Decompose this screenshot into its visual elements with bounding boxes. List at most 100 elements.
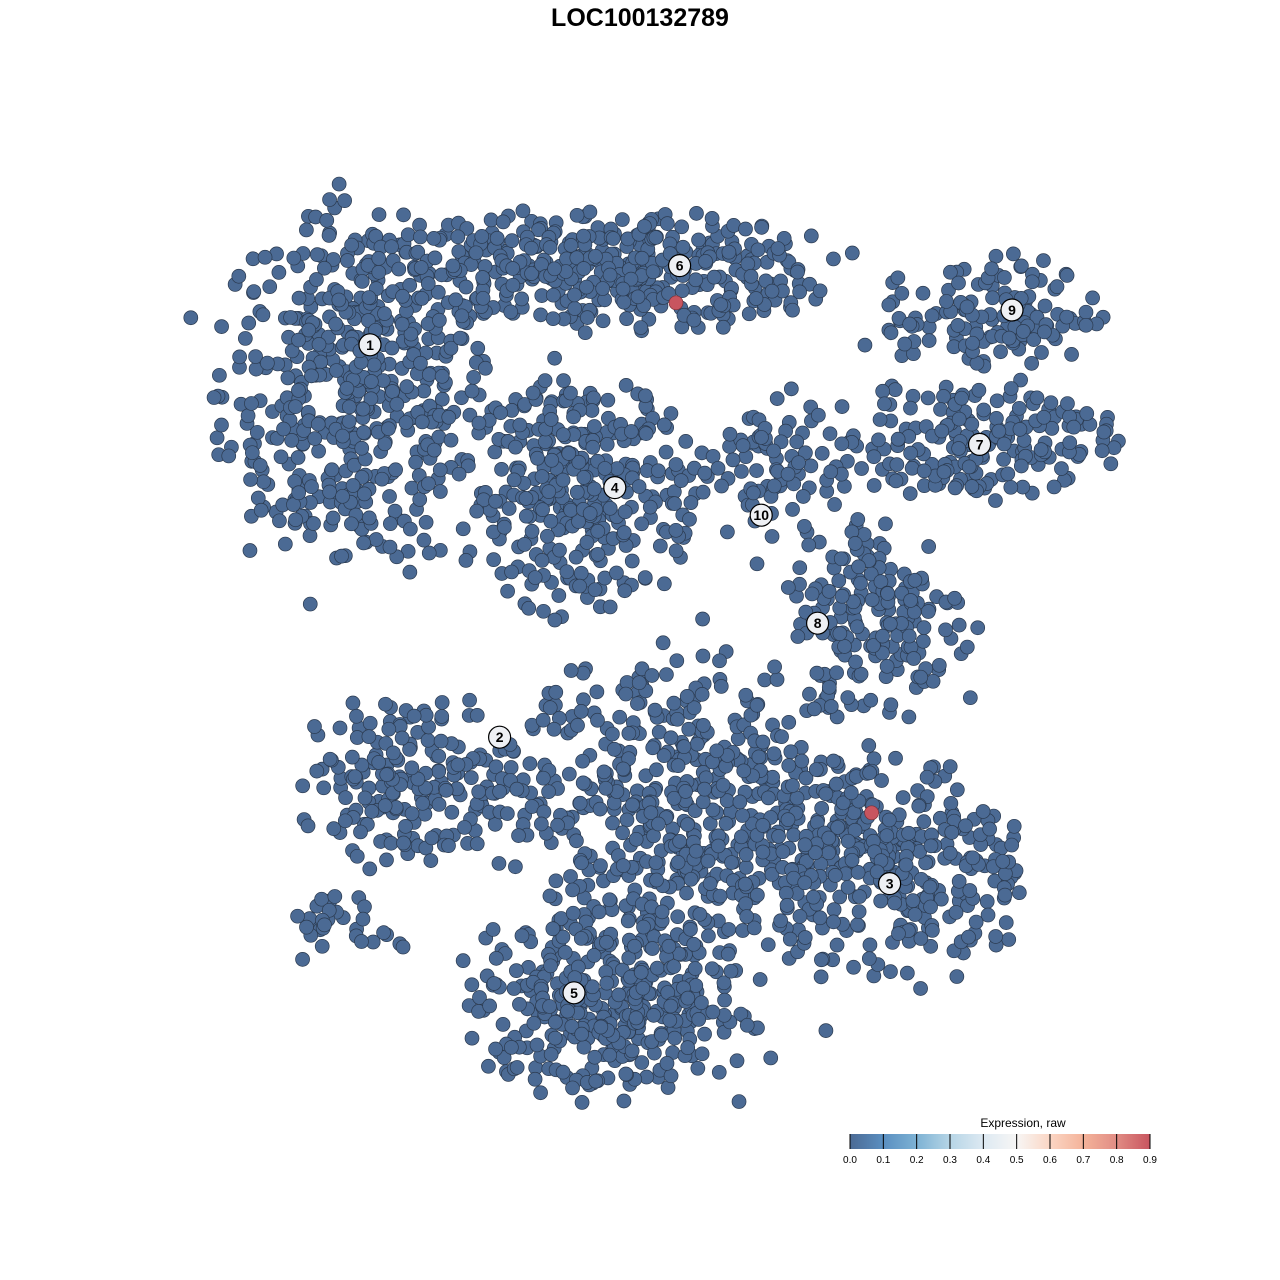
cell-point [616,1093,632,1109]
cell-point [426,231,442,246]
cell-point [722,426,738,442]
cell-point [364,374,379,389]
cell-point [840,690,856,705]
cell-point [602,500,618,516]
cell-point [301,322,317,338]
cell-point [713,297,729,313]
cell-point [244,396,259,411]
cell-point [464,1030,480,1046]
cell-point [361,510,377,526]
svg-text:3: 3 [886,876,894,892]
cell-point [503,760,519,775]
cell-point [576,470,592,485]
cell-point [344,237,359,253]
cell-point [491,856,507,871]
cell-point [691,232,706,248]
cell-point [469,836,485,852]
cell-point [736,763,752,779]
cell-point [679,885,694,901]
cell-point [814,801,830,816]
cell-point [637,218,652,234]
cluster-label: 10 [749,503,773,527]
colorbar-tick-label: 0.4 [976,1155,990,1166]
cell-point [920,390,936,406]
cell-point [291,290,307,306]
cell-point [925,923,940,938]
cell-point [501,501,517,516]
cell-point [812,283,828,299]
cell-point [283,310,298,325]
cell-point [326,252,341,267]
cell-point [487,816,503,832]
cell-point [627,938,642,954]
cell-point [1046,479,1062,495]
cell-point [615,858,631,873]
cell-point [527,1071,543,1087]
cell-point [347,769,363,784]
cell-point [593,1019,609,1035]
cell-point [803,458,819,474]
cell-point [410,771,426,787]
cell-point [454,390,469,406]
cell-point [389,396,405,412]
cell-point [903,445,918,461]
cell-point [377,436,393,452]
cell-point [371,755,387,770]
cell-point [695,611,710,627]
cell-point [720,946,736,962]
points-layer [183,176,1126,1110]
cell-point [961,459,977,475]
cell-point [567,287,582,303]
cell-point [563,663,579,678]
cell-point [611,987,627,1003]
cell-point [948,905,964,920]
cell-point [871,432,886,448]
cell-point [602,1047,618,1063]
cell-point [733,1006,749,1022]
cluster-label: 7 [967,432,992,456]
cell-point [430,284,446,300]
cell-point [1003,479,1019,495]
cell-point [337,193,352,208]
cell-point [356,425,372,440]
cell-point [509,781,525,797]
cell-point [591,904,607,920]
cell-point [304,479,319,495]
cell-point [291,383,306,398]
cell-point [857,337,873,353]
cell-point [993,344,1008,360]
cell-point [723,963,739,979]
cell-point [831,573,847,589]
cell-point [1037,324,1052,340]
cell-point [384,239,399,255]
cell-point [381,721,397,737]
cell-point [921,333,937,348]
cell-point [412,492,428,507]
cell-point [515,203,531,219]
cell-point [970,620,986,636]
cell-point [253,502,269,518]
cell-point [517,537,532,552]
cell-point [738,847,754,863]
cell-point [710,460,726,476]
cell-point [612,709,628,725]
cell-point [356,535,371,551]
cell-point [506,472,522,488]
cell-point [394,730,410,746]
cell-point [474,229,490,244]
cell-point [923,939,939,954]
cell-point [563,385,578,401]
cell-point [637,570,653,585]
cell-point [599,934,614,950]
cell-point [577,325,593,341]
cell-point [546,721,562,737]
cell-point [732,794,748,810]
cell-point [968,914,984,930]
cell-point [797,518,812,534]
cell-point [848,654,863,670]
cell-point [307,431,323,446]
cell-point [781,715,797,730]
cell-point [295,952,310,967]
cell-point [231,268,247,284]
